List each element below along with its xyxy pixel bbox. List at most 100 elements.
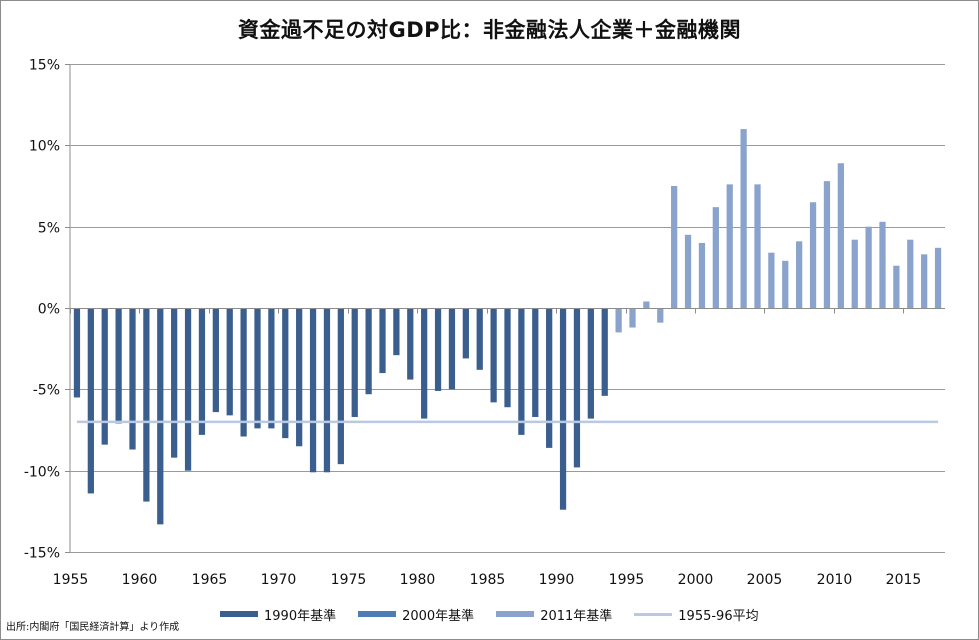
legend-label-average: 1955-96平均 (678, 608, 759, 624)
bar-2011年基準-2016 (921, 254, 928, 308)
bar-2011年基準-2007 (796, 241, 803, 308)
x-tick-label: 1965 (192, 572, 228, 588)
bar-1990年基準-1960 (143, 308, 150, 502)
x-tick-label: 1960 (122, 572, 158, 588)
legend-item-2011: 2011年基準 (496, 605, 612, 624)
bar-1990年基準-1989 (546, 308, 553, 448)
x-tick-label: 1975 (331, 572, 367, 588)
bar-1990年基準-1992 (587, 308, 594, 419)
bar-2011年基準-1999 (684, 234, 692, 308)
y-tick-label: 15% (29, 58, 60, 74)
bar-2011年基準-2000 (698, 242, 706, 308)
bar-2011年基準-2011 (851, 239, 858, 308)
bar-1990年基準-1984 (476, 308, 483, 370)
bar-2011年基準-1997 (657, 308, 664, 323)
x-tick-label: 1990 (539, 572, 575, 588)
bar-1990年基準-1978 (393, 308, 400, 356)
legend-label-2000: 2000年基準 (402, 608, 475, 624)
bar-2011年基準-2013 (879, 221, 886, 308)
y-axis-ticks: 15% 10% 5% 0% -5% -10% -15% (24, 58, 60, 562)
x-tick-label: 1985 (470, 572, 506, 588)
bar-1990年基準-1961 (157, 308, 164, 525)
bar-1990年基準-1957 (101, 308, 108, 445)
legend-label-2011: 2011年基準 (540, 608, 613, 624)
bar-1990年基準-1956 (87, 308, 94, 494)
x-tick-label: 2015 (886, 572, 922, 588)
bar-1990年基準-1962 (171, 308, 178, 458)
bar-1990年基準-1976 (365, 308, 372, 395)
bar-1990年基準-1988 (532, 308, 539, 417)
bar-1990年基準-1959 (129, 308, 136, 450)
x-axis-ticks: 1955 1960 1965 1970 1975 1980 1985 1990 1995 2000… (53, 308, 922, 588)
legend-swatch-1990 (220, 611, 258, 617)
legend-swatch-2000 (358, 611, 397, 617)
y-tick-label: -5% (33, 383, 60, 399)
bar-1990年基準-1965 (212, 308, 219, 413)
bar-1990年基準-1967 (240, 308, 247, 437)
x-tick-label: 2005 (747, 572, 783, 588)
bar-1990年基準-1966 (226, 308, 233, 416)
bar-1990年基準-1970 (282, 308, 289, 439)
bar-2011年基準-1998 (671, 186, 678, 308)
bar-2011年基準-2017 (934, 247, 942, 308)
bar-1990年基準-1968 (254, 308, 261, 429)
legend-swatch-2011 (496, 611, 535, 617)
bar-1990年基準-1983 (462, 308, 469, 359)
bars (73, 129, 942, 525)
bar-2011年基準-1994 (615, 308, 622, 333)
legend-item-average: 1955-96平均 (634, 605, 759, 624)
bar-1990年基準-1963 (184, 308, 192, 471)
bar-1990年基準-1969 (268, 308, 275, 429)
bar-1990年基準-1985 (490, 308, 497, 403)
bar-1990年基準-1977 (379, 308, 386, 374)
bar-1990年基準-1991 (573, 308, 581, 468)
y-tick-label: 5% (38, 221, 60, 237)
x-tick-label: 1970 (261, 572, 297, 588)
x-tick-label: 1995 (609, 572, 645, 588)
x-tick-label: 2010 (817, 572, 853, 588)
y-tick-label: -10% (24, 465, 60, 481)
legend-label-1990: 1990年基準 (264, 608, 337, 624)
bar-1990年基準-1980 (421, 308, 428, 419)
bar-1990年基準-1971 (296, 308, 303, 447)
legend: 1990年基準 2000年基準 2011年基準 1955-96平均 (220, 604, 781, 624)
bar-1990年基準-1990 (559, 308, 567, 510)
bar-1990年基準-1964 (198, 308, 206, 435)
bar-2011年基準-2002 (726, 184, 733, 308)
bar-1990年基準-1973 (323, 308, 331, 473)
bar-2011年基準-1995 (629, 308, 636, 328)
bar-1990年基準-1958 (115, 308, 122, 424)
bar-2011年基準-2012 (865, 226, 872, 308)
bar-1990年基準-1982 (448, 308, 456, 390)
bar-1990年基準-1975 (351, 308, 358, 417)
bar-2011年基準-2009 (823, 181, 831, 308)
bar-2011年基準-2008 (809, 202, 817, 308)
bar-1990年基準-1993 (601, 308, 608, 396)
bar-2011年基準-2005 (768, 252, 775, 308)
bar-2011年基準-2004 (754, 184, 761, 308)
bar-1990年基準-1979 (407, 308, 414, 380)
legend-swatch-average (634, 612, 673, 616)
bar-1990年基準-1955 (73, 308, 81, 398)
bar-1990年基準-1981 (434, 308, 442, 391)
bar-1990年基準-1986 (504, 308, 511, 408)
x-tick-label: 2000 (678, 572, 714, 588)
legend-item-1990: 1990年基準 (220, 605, 336, 624)
bar-2011年基準-2010 (837, 163, 844, 308)
bar-2011年基準-2015 (907, 239, 914, 308)
bar-2011年基準-2006 (782, 260, 789, 308)
x-tick-label: 1980 (400, 572, 436, 588)
bar-2011年基準-1996 (643, 301, 650, 308)
legend-item-2000: 2000年基準 (358, 605, 474, 624)
bar-1990年基準-1974 (337, 308, 344, 465)
chart-title: 資金過不足の対GDP比：非金融法人企業＋金融機関 (237, 18, 742, 42)
bar-1990年基準-1972 (309, 308, 317, 473)
y-tick-label: -15% (24, 546, 60, 562)
y-tick-label: 10% (29, 139, 60, 155)
x-tick-label: 1955 (53, 572, 89, 588)
bar-2011年基準-2003 (740, 129, 747, 308)
bar-2011年基準-2014 (893, 265, 900, 308)
y-tick-label: 0% (38, 302, 60, 318)
source-note: 出所:内閣府「国民経済計算」より作成 (6, 622, 180, 633)
